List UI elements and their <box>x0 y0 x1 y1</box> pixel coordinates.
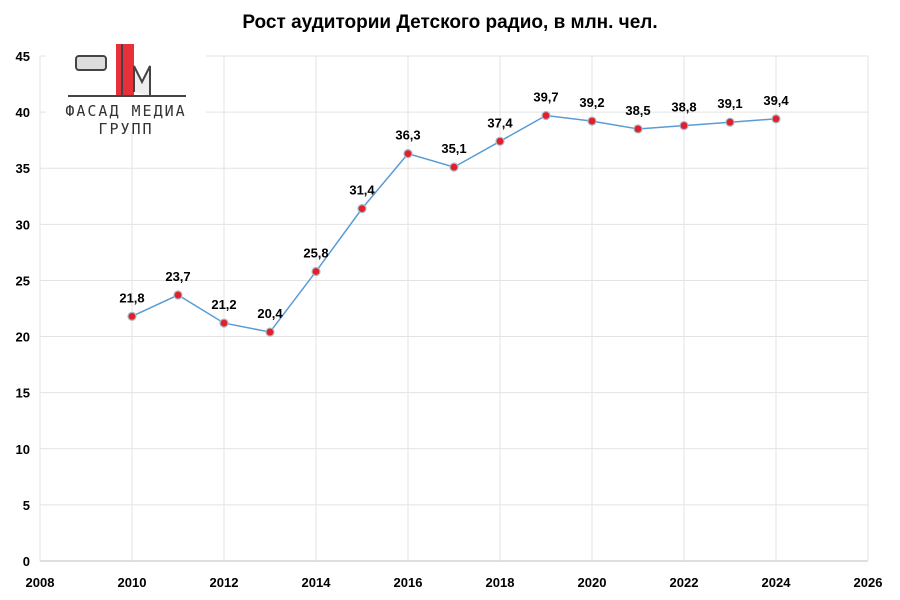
y-tick-label: 40 <box>16 105 30 120</box>
y-tick-label: 20 <box>16 330 30 345</box>
y-tick-label: 15 <box>16 386 30 401</box>
data-label: 39,1 <box>717 96 742 111</box>
data-label: 21,2 <box>211 297 236 312</box>
data-point <box>403 149 413 159</box>
x-tick-label: 2022 <box>670 575 699 590</box>
x-tick-label: 2024 <box>762 575 792 590</box>
data-point <box>679 120 689 131</box>
data-point <box>357 204 367 214</box>
y-tick-label: 0 <box>23 554 30 569</box>
x-tick-label: 2026 <box>854 575 883 590</box>
data-label: 39,2 <box>579 95 604 110</box>
logo: ФАСАД МЕДИА ГРУПП <box>46 42 206 138</box>
y-tick-label: 5 <box>23 498 30 513</box>
data-label: 38,8 <box>671 100 696 115</box>
data-label: 23,7 <box>165 269 190 284</box>
data-point <box>495 136 505 146</box>
data-label: 39,4 <box>763 93 789 108</box>
data-label: 39,7 <box>533 89 558 104</box>
data-point <box>127 311 137 321</box>
x-tick-label: 2020 <box>578 575 607 590</box>
data-point <box>311 266 321 277</box>
data-point <box>173 290 183 300</box>
data-point <box>265 327 275 337</box>
data-point <box>725 117 735 127</box>
y-tick-label: 35 <box>16 161 30 176</box>
x-tick-label: 2018 <box>486 575 515 590</box>
y-tick-label: 30 <box>16 217 30 232</box>
data-label: 38,5 <box>625 103 650 118</box>
data-point <box>449 162 459 172</box>
x-tick-label: 2016 <box>394 575 423 590</box>
logo-mark-icon <box>68 44 186 97</box>
data-label: 35,1 <box>441 141 466 156</box>
chart-title: Рост аудитории Детского радио, в млн. че… <box>242 12 658 33</box>
x-tick-label: 2014 <box>302 575 332 590</box>
data-point <box>219 318 229 328</box>
data-label: 25,8 <box>303 245 328 260</box>
x-tick-label: 2008 <box>26 575 55 590</box>
data-point <box>771 114 781 124</box>
data-label: 21,8 <box>119 290 144 305</box>
y-tick-label: 25 <box>16 273 30 288</box>
logo-text: ФАСАД МЕДИА ГРУПП <box>65 102 187 138</box>
data-label: 37,4 <box>487 115 513 130</box>
x-tick-label: 2010 <box>118 575 147 590</box>
data-point <box>587 116 597 126</box>
data-point <box>633 124 643 134</box>
data-label: 31,4 <box>349 183 375 198</box>
data-label: 36,3 <box>395 128 420 143</box>
y-tick-label: 45 <box>16 49 30 64</box>
y-tick-label: 10 <box>16 442 30 457</box>
data-point <box>541 110 551 121</box>
data-label: 20,4 <box>257 306 283 321</box>
x-tick-label: 2012 <box>210 575 239 590</box>
